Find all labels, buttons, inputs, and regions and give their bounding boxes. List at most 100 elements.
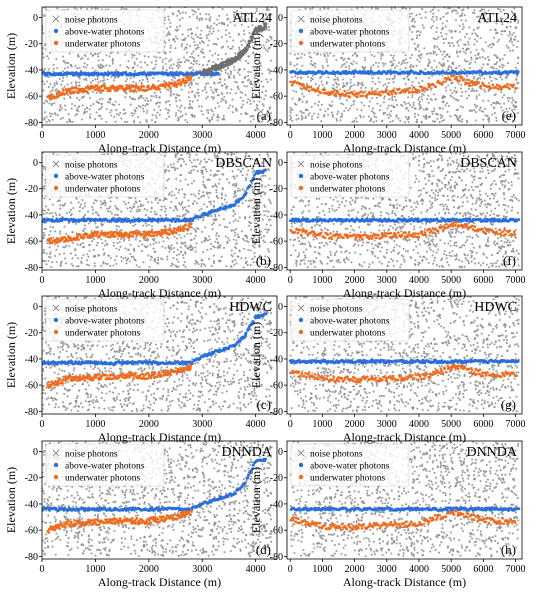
noise-photon	[175, 64, 178, 67]
noise-photon	[221, 165, 224, 168]
noise-photon	[209, 203, 213, 206]
noise-photon	[260, 183, 264, 187]
noise-photon	[220, 46, 223, 49]
noise-photon	[158, 101, 161, 104]
noise-photon	[211, 118, 214, 121]
noise-photon	[234, 11, 237, 14]
noise-photon	[409, 64, 413, 67]
noise-photon	[481, 56, 484, 59]
noise-photon	[429, 97, 432, 100]
noise-photon	[244, 40, 247, 43]
noise-photon	[172, 246, 176, 250]
noise-photon	[78, 206, 81, 209]
noise-photon	[178, 253, 181, 256]
noise-photon	[206, 44, 210, 47]
noise-photon	[187, 59, 191, 63]
noise-photon	[446, 69, 449, 72]
noise-photon	[417, 29, 420, 33]
noise-photon	[481, 8, 484, 11]
noise-photon	[262, 44, 265, 47]
noise-photon	[417, 82, 421, 85]
underwater-photon	[407, 90, 411, 94]
noise-photon	[189, 105, 192, 108]
noise-photon	[478, 108, 481, 111]
land-surface-photon	[245, 48, 249, 52]
noise-photon	[513, 113, 516, 116]
noise-photon	[113, 115, 116, 119]
underwater-photon	[401, 88, 405, 92]
noise-photon	[109, 111, 112, 114]
noise-photon	[59, 104, 62, 107]
noise-photon	[198, 209, 201, 212]
noise-photon	[163, 16, 166, 19]
noise-photon	[326, 108, 330, 111]
noise-photon	[319, 53, 322, 56]
noise-photon	[513, 38, 516, 41]
noise-photon	[324, 55, 327, 58]
noise-photon	[233, 16, 236, 19]
noise-photon	[52, 236, 55, 239]
noise-photon	[337, 78, 340, 81]
noise-photon	[200, 110, 203, 113]
noise-photon	[113, 76, 116, 79]
noise-photon	[48, 102, 51, 105]
noise-photon	[177, 66, 180, 69]
noise-photon	[340, 102, 343, 105]
noise-photon	[427, 64, 430, 67]
noise-photon	[208, 119, 211, 122]
noise-photon	[451, 91, 454, 94]
noise-photon	[355, 117, 358, 120]
noise-photon	[196, 26, 199, 29]
noise-photon	[253, 246, 256, 249]
noise-photon	[353, 75, 356, 78]
noise-photon	[243, 84, 246, 88]
noise-photon	[192, 38, 195, 41]
noise-photon	[128, 83, 131, 86]
noise-photon	[289, 61, 292, 64]
underwater-photon	[331, 91, 335, 95]
noise-photon	[167, 109, 170, 112]
noise-photon	[234, 17, 237, 20]
underwater-photon	[372, 92, 376, 96]
noise-photon	[175, 112, 178, 115]
noise-photon	[497, 38, 501, 41]
noise-photon	[124, 256, 127, 259]
noise-photon	[122, 257, 125, 260]
underwater-photon	[379, 93, 382, 97]
noise-photon	[65, 262, 68, 265]
noise-photon	[62, 55, 65, 58]
noise-photon	[244, 257, 247, 260]
underwater-photon	[290, 83, 294, 87]
noise-photon	[364, 66, 367, 69]
noise-photon	[324, 110, 327, 113]
noise-photon	[487, 45, 490, 48]
noise-photon	[178, 215, 181, 218]
noise-photon	[187, 183, 190, 186]
noise-photon	[253, 185, 256, 188]
noise-photon	[83, 110, 86, 113]
noise-photon	[317, 113, 320, 116]
noise-photon	[483, 8, 486, 11]
noise-photon	[188, 156, 191, 159]
underwater-photon	[465, 78, 469, 82]
noise-photon	[387, 104, 390, 107]
noise-photon	[242, 29, 246, 32]
noise-photon	[42, 165, 44, 168]
noise-photon	[43, 102, 46, 105]
noise-photon	[441, 26, 444, 29]
noise-photon	[505, 44, 508, 47]
noise-photon	[152, 95, 155, 98]
noise-photon	[470, 89, 473, 92]
noise-photon	[153, 108, 156, 111]
noise-photon	[247, 25, 250, 28]
noise-photon	[61, 116, 65, 119]
noise-photon	[47, 256, 51, 259]
noise-photon	[347, 64, 351, 68]
noise-photon	[179, 110, 182, 113]
noise-photon	[433, 59, 436, 62]
noise-photon	[265, 27, 268, 30]
noise-photon	[397, 61, 401, 64]
noise-photon	[267, 26, 270, 29]
noise-photon	[177, 63, 180, 66]
noise-photon	[245, 152, 248, 155]
